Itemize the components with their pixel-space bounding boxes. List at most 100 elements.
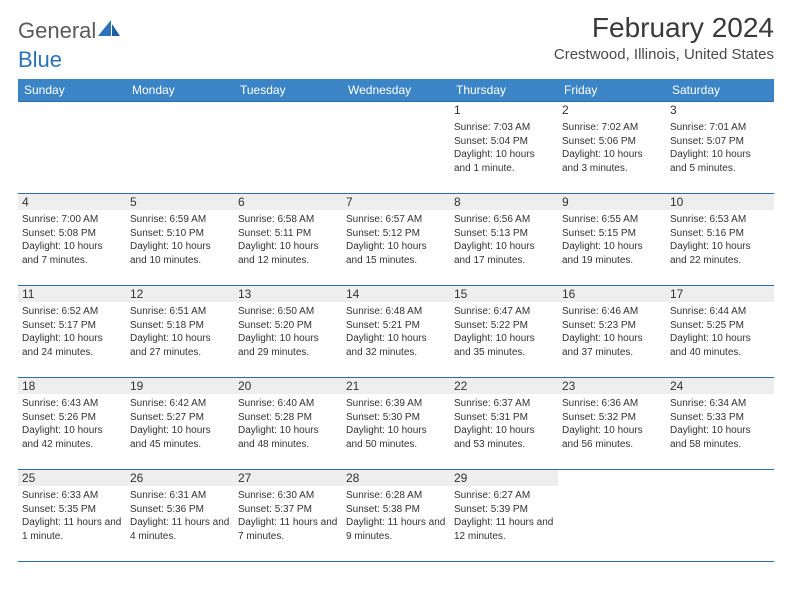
- sunrise-text: Sunrise: 6:31 AM: [130, 489, 230, 503]
- day-number-bar: 18: [18, 378, 126, 394]
- sunrise-text: Sunrise: 6:59 AM: [130, 213, 230, 227]
- weekday-heading: Monday: [126, 79, 234, 102]
- day-number-bar: [18, 102, 126, 118]
- sunset-text: Sunset: 5:18 PM: [130, 319, 230, 333]
- daylight-text: Daylight: 10 hours and 42 minutes.: [22, 424, 122, 451]
- brand-word-1: General: [18, 18, 96, 44]
- sunrise-text: Sunrise: 6:36 AM: [562, 397, 662, 411]
- day-number-bar: [234, 102, 342, 118]
- day-number-bar: 19: [126, 378, 234, 394]
- calendar-day-cell: 16Sunrise: 6:46 AMSunset: 5:23 PMDayligh…: [558, 286, 666, 378]
- day-info: Sunrise: 6:59 AMSunset: 5:10 PMDaylight:…: [130, 213, 230, 267]
- day-number-bar: 14: [342, 286, 450, 302]
- sunset-text: Sunset: 5:23 PM: [562, 319, 662, 333]
- calendar-day-cell: 25 Sunrise: 6:33 AMSunset: 5:35 PMDayligh…: [18, 470, 126, 562]
- day-info: Sunrise: 6:57 AMSunset: 5:12 PMDaylight:…: [346, 213, 446, 267]
- daylight-text: Daylight: 10 hours and 58 minutes.: [670, 424, 770, 451]
- month-title: February 2024: [554, 12, 774, 44]
- daylight-text: Daylight: 10 hours and 17 minutes.: [454, 240, 554, 267]
- calendar-day-cell: 21Sunrise: 6:39 AMSunset: 5:30 PMDayligh…: [342, 378, 450, 470]
- day-number-bar: [666, 470, 774, 486]
- sunrise-text: Sunrise: 6:53 AM: [670, 213, 770, 227]
- calendar-day-cell: 12Sunrise: 6:51 AMSunset: 5:18 PMDayligh…: [126, 286, 234, 378]
- calendar-day-cell: 29Sunrise: 6:27 AMSunset: 5:39 PMDayligh…: [450, 470, 558, 562]
- day-number-bar: 25: [18, 470, 126, 486]
- day-info: Sunrise: 6:46 AMSunset: 5:23 PMDaylight:…: [562, 305, 662, 359]
- day-number-bar: 7: [342, 194, 450, 210]
- daylight-text: Daylight: 10 hours and 40 minutes.: [670, 332, 770, 359]
- daylight-text: Daylight: 10 hours and 10 minutes.: [130, 240, 230, 267]
- calendar-day-cell: 19 Sunrise: 6:42 AMSunset: 5:27 PMDayligh…: [126, 378, 234, 470]
- calendar-day-cell: 8 Sunrise: 6:56 AMSunset: 5:13 PMDaylight…: [450, 194, 558, 286]
- day-info: Sunrise: 6:30 AMSunset: 5:37 PMDaylight:…: [238, 489, 338, 543]
- sunset-text: Sunset: 5:31 PM: [454, 411, 554, 425]
- weekday-heading: Sunday: [18, 79, 126, 102]
- calendar-day-cell: 27Sunrise: 6:30 AMSunset: 5:37 PMDayligh…: [234, 470, 342, 562]
- day-number-bar: 5: [126, 194, 234, 210]
- calendar-day-cell: 26Sunrise: 6:31 AMSunset: 5:36 PMDayligh…: [126, 470, 234, 562]
- calendar-day-cell: [234, 102, 342, 194]
- daylight-text: Daylight: 10 hours and 35 minutes.: [454, 332, 554, 359]
- weekday-heading: Wednesday: [342, 79, 450, 102]
- day-number-bar: 9: [558, 194, 666, 210]
- day-number-bar: 28: [342, 470, 450, 486]
- calendar-week-row: 11Sunrise: 6:52 AMSunset: 5:17 PMDayligh…: [18, 286, 774, 378]
- day-info: Sunrise: 6:40 AMSunset: 5:28 PMDaylight:…: [238, 397, 338, 451]
- daylight-text: Daylight: 11 hours and 9 minutes.: [346, 516, 446, 543]
- sunset-text: Sunset: 5:16 PM: [670, 227, 770, 241]
- brand-logo: General: [18, 18, 120, 44]
- day-info: Sunrise: 6:48 AMSunset: 5:21 PMDaylight:…: [346, 305, 446, 359]
- sunset-text: Sunset: 5:25 PM: [670, 319, 770, 333]
- day-info: Sunrise: 6:47 AMSunset: 5:22 PMDaylight:…: [454, 305, 554, 359]
- sunrise-text: Sunrise: 6:27 AM: [454, 489, 554, 503]
- day-number-bar: 15: [450, 286, 558, 302]
- calendar-header-row: Sunday Monday Tuesday Wednesday Thursday…: [18, 79, 774, 102]
- sunset-text: Sunset: 5:36 PM: [130, 503, 230, 517]
- sunset-text: Sunset: 5:13 PM: [454, 227, 554, 241]
- day-info: Sunrise: 6:56 AMSunset: 5:13 PMDaylight:…: [454, 213, 554, 267]
- day-info: Sunrise: 6:31 AMSunset: 5:36 PMDaylight:…: [130, 489, 230, 543]
- calendar-day-cell: [126, 102, 234, 194]
- weekday-heading: Thursday: [450, 79, 558, 102]
- daylight-text: Daylight: 10 hours and 32 minutes.: [346, 332, 446, 359]
- day-info: Sunrise: 6:34 AMSunset: 5:33 PMDaylight:…: [670, 397, 770, 451]
- day-number-bar: 21: [342, 378, 450, 394]
- day-number-bar: 13: [234, 286, 342, 302]
- daylight-text: Daylight: 11 hours and 4 minutes.: [130, 516, 230, 543]
- day-number-bar: 24: [666, 378, 774, 394]
- day-info: Sunrise: 6:42 AMSunset: 5:27 PMDaylight:…: [130, 397, 230, 451]
- sunrise-text: Sunrise: 6:47 AM: [454, 305, 554, 319]
- day-info: Sunrise: 6:55 AMSunset: 5:15 PMDaylight:…: [562, 213, 662, 267]
- sunrise-text: Sunrise: 6:51 AM: [130, 305, 230, 319]
- calendar-day-cell: 15 Sunrise: 6:47 AMSunset: 5:22 PMDayligh…: [450, 286, 558, 378]
- weekday-heading: Tuesday: [234, 79, 342, 102]
- sunset-text: Sunset: 5:38 PM: [346, 503, 446, 517]
- day-info: Sunrise: 7:02 AMSunset: 5:06 PMDaylight:…: [562, 121, 662, 175]
- sunset-text: Sunset: 5:11 PM: [238, 227, 338, 241]
- daylight-text: Daylight: 10 hours and 7 minutes.: [22, 240, 122, 267]
- sunrise-text: Sunrise: 7:00 AM: [22, 213, 122, 227]
- day-number-bar: 10: [666, 194, 774, 210]
- day-info: Sunrise: 6:43 AMSunset: 5:26 PMDaylight:…: [22, 397, 122, 451]
- sunset-text: Sunset: 5:32 PM: [562, 411, 662, 425]
- day-info: Sunrise: 6:36 AMSunset: 5:32 PMDaylight:…: [562, 397, 662, 451]
- day-number-bar: 20: [234, 378, 342, 394]
- sunset-text: Sunset: 5:33 PM: [670, 411, 770, 425]
- daylight-text: Daylight: 10 hours and 3 minutes.: [562, 148, 662, 175]
- sunset-text: Sunset: 5:28 PM: [238, 411, 338, 425]
- sunrise-text: Sunrise: 6:56 AM: [454, 213, 554, 227]
- calendar-page: General February 2024 Crestwood, Illinoi…: [0, 0, 792, 580]
- daylight-text: Daylight: 10 hours and 50 minutes.: [346, 424, 446, 451]
- day-number-bar: 6: [234, 194, 342, 210]
- day-info: Sunrise: 6:33 AMSunset: 5:35 PMDaylight:…: [22, 489, 122, 543]
- calendar-day-cell: 23Sunrise: 6:36 AMSunset: 5:32 PMDayligh…: [558, 378, 666, 470]
- sunrise-text: Sunrise: 6:42 AM: [130, 397, 230, 411]
- sunrise-text: Sunrise: 6:52 AM: [22, 305, 122, 319]
- day-info: Sunrise: 6:44 AMSunset: 5:25 PMDaylight:…: [670, 305, 770, 359]
- daylight-text: Daylight: 10 hours and 29 minutes.: [238, 332, 338, 359]
- calendar-week-row: 1Sunrise: 7:03 AMSunset: 5:04 PMDaylight…: [18, 102, 774, 194]
- day-info: Sunrise: 6:37 AMSunset: 5:31 PMDaylight:…: [454, 397, 554, 451]
- calendar-day-cell: 20 Sunrise: 6:40 AMSunset: 5:28 PMDayligh…: [234, 378, 342, 470]
- calendar-day-cell: 6Sunrise: 6:58 AMSunset: 5:11 PMDaylight…: [234, 194, 342, 286]
- day-number-bar: 8: [450, 194, 558, 210]
